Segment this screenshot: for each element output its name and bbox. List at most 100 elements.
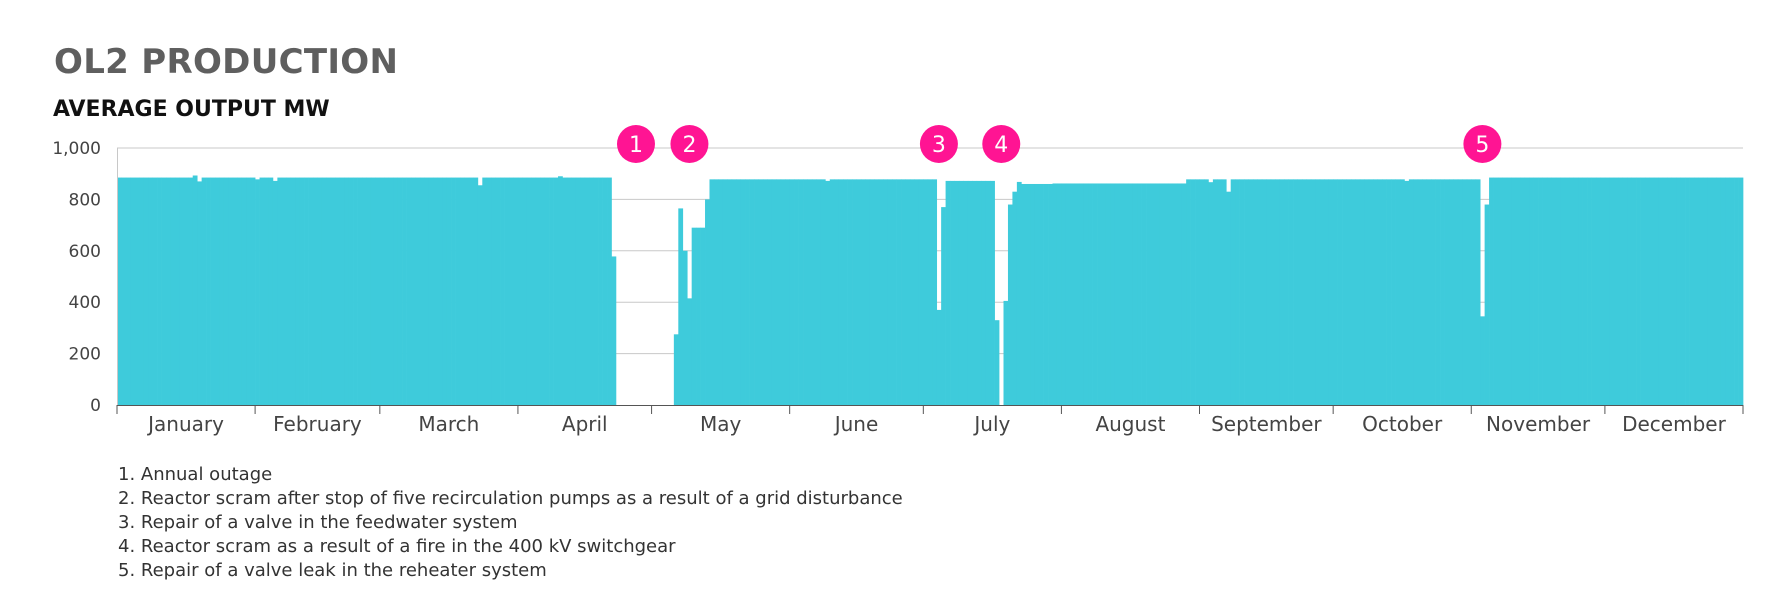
bar-day-348: [1662, 177, 1668, 405]
bar-day-102: [566, 177, 572, 405]
bar-day-313: [1506, 177, 1512, 405]
bar-day-287: [1391, 179, 1396, 405]
bar-day-306: [1475, 179, 1481, 405]
month-label-november: November: [1486, 412, 1591, 436]
bar-day-300: [1448, 179, 1454, 405]
bar-day-256: [1252, 179, 1258, 405]
bar-day-188: [950, 180, 955, 405]
bar-day-101: [562, 177, 568, 405]
bar-day-219: [1088, 183, 1093, 405]
bar-day-174: [887, 179, 893, 405]
bar-day-292: [1413, 179, 1419, 405]
y-tick-label: 600: [69, 242, 101, 262]
bar-day-11: [161, 177, 167, 405]
month-label-december: December: [1622, 412, 1726, 436]
bar-day-293: [1417, 179, 1423, 405]
bar-day-328: [1573, 177, 1579, 405]
bar-day-340: [1627, 177, 1632, 405]
bar-day-324: [1555, 177, 1561, 405]
bar-day-45: [313, 177, 318, 405]
bar-day-112: [611, 256, 617, 405]
bar-day-358: [1707, 177, 1713, 405]
bar-day-67: [411, 177, 416, 405]
bar-day-156: [807, 179, 813, 405]
bar-day-346: [1653, 177, 1659, 405]
chart-title: OL2 PRODUCTION: [54, 42, 399, 82]
bar-day-323: [1551, 177, 1557, 405]
bar-day-305: [1471, 179, 1477, 405]
bar-day-157: [811, 179, 817, 405]
bar-day-162: [834, 179, 840, 405]
bar-day-334: [1600, 177, 1606, 405]
bar-day-166: [852, 179, 857, 405]
note-4: 4. Reactor scram as a result of a fire i…: [118, 536, 676, 557]
bar-day-229: [1132, 183, 1138, 405]
bar-day-200: [1003, 300, 1009, 405]
bar-day-62: [388, 177, 394, 405]
bar-day-108: [593, 177, 599, 405]
bar-day-190: [958, 180, 964, 405]
bar-day-202: [1012, 191, 1018, 405]
bar-day-26: [228, 177, 234, 405]
bar-day-41: [295, 177, 300, 405]
annotation-layer: 1 2 3 4 5: [616, 125, 1502, 163]
bar-day-128: [682, 250, 688, 405]
bar-day-317: [1524, 177, 1530, 405]
bar-day-362: [1725, 177, 1730, 405]
bar-day-3: [125, 177, 131, 405]
annotation-circle: [616, 125, 655, 163]
bar-day-94: [531, 177, 537, 405]
annotation-marker-2: 2: [670, 125, 709, 163]
bar-day-250: [1226, 191, 1232, 405]
bar-day-29: [241, 177, 247, 405]
bar-day-75: [446, 177, 452, 405]
bar-day-165: [847, 179, 853, 405]
bar-day-30: [246, 177, 251, 405]
annotation-notes: 1. Annual outage 2. Reactor scram after …: [118, 463, 903, 583]
bar-day-93: [526, 177, 532, 405]
bar-day-337: [1613, 177, 1619, 405]
bar-day-79: [464, 177, 470, 405]
bar-day-242: [1190, 179, 1196, 405]
annotation-marker-1: 1: [616, 125, 655, 163]
bar-day-236: [1163, 183, 1169, 405]
bar-day-172: [878, 179, 884, 405]
bar-day-329: [1578, 177, 1583, 405]
bar-day-356: [1698, 177, 1704, 405]
chart-subtitle: AVERAGE OUTPUT MW: [53, 97, 330, 122]
bar-day-220: [1092, 183, 1098, 405]
bar-day-294: [1422, 179, 1428, 405]
bar-day-37: [277, 177, 283, 405]
bar-day-70: [424, 177, 430, 405]
bar-day-77: [455, 177, 461, 405]
bar-day-87: [500, 177, 505, 405]
month-label-march: March: [418, 412, 479, 436]
bar-day-248: [1217, 179, 1223, 405]
bar-day-207: [1034, 183, 1040, 405]
bar-day-297: [1435, 179, 1441, 405]
bar-day-276: [1342, 179, 1347, 405]
bar-day-50: [335, 177, 341, 405]
bar-day-341: [1631, 177, 1637, 405]
bar-day-238: [1172, 183, 1178, 405]
bar-day-318: [1529, 177, 1534, 405]
bar-day-53: [348, 177, 354, 405]
annotation-number: 3: [932, 133, 946, 158]
bar-day-86: [495, 177, 501, 405]
bar-day-139: [731, 179, 737, 405]
bar-day-111: [607, 177, 612, 405]
bar-day-233: [1150, 183, 1156, 405]
bar-day-80: [468, 177, 474, 405]
bar-day-288: [1395, 179, 1401, 405]
bar-day-312: [1502, 177, 1508, 405]
bar-day-91: [517, 177, 523, 405]
bar-day-138: [727, 179, 733, 405]
bar-day-322: [1546, 177, 1552, 405]
annotation-circle: [670, 125, 709, 163]
bar-day-363: [1729, 177, 1735, 405]
bar-day-352: [1680, 177, 1686, 405]
bar-day-354: [1689, 177, 1695, 405]
y-tick-label: 400: [69, 293, 101, 313]
bar-day-178: [905, 179, 911, 405]
bar-day-171: [874, 179, 880, 405]
